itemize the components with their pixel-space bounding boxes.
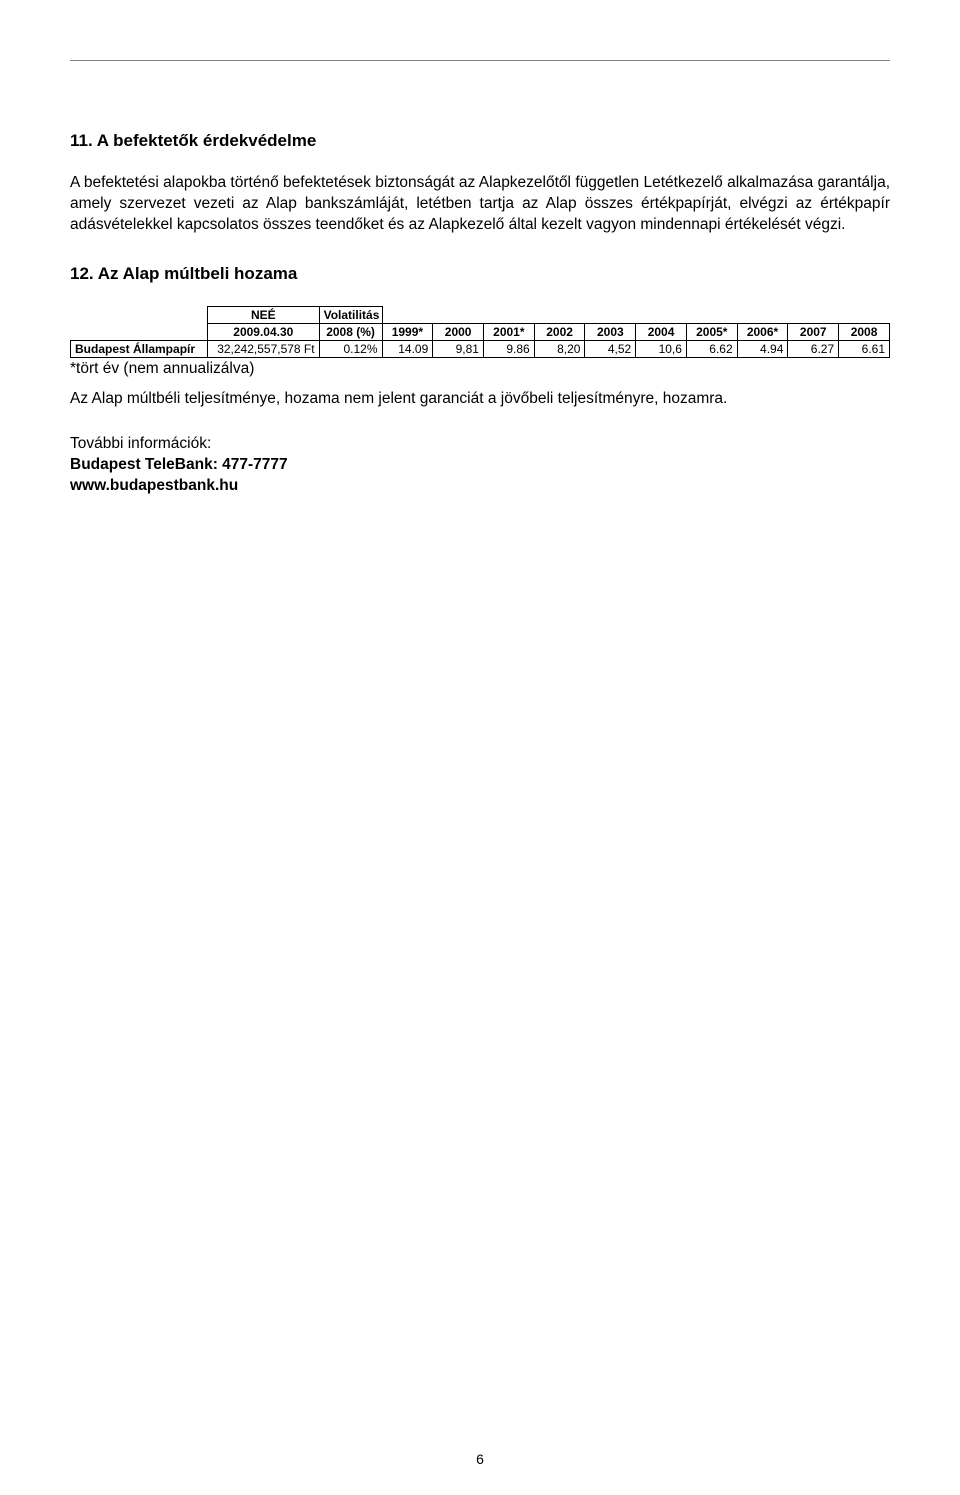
- cell-2008: 6.61: [839, 340, 890, 357]
- telebank-line: Budapest TeleBank: 477-7777: [70, 455, 890, 476]
- cell-2000: 9,81: [433, 340, 484, 357]
- cell-fund-name: Budapest Állampapír: [71, 340, 208, 357]
- returns-table: NEÉ Volatilitás 2009.04.30 2008 (%) 1999…: [70, 306, 890, 358]
- section-12-heading: 12. Az Alap múltbeli hozama: [70, 264, 890, 284]
- table-data-row: Budapest Állampapír 32,242,557,578 Ft 0.…: [71, 340, 890, 357]
- header-nee: NEÉ: [207, 306, 319, 323]
- cell-2006: 4.94: [737, 340, 788, 357]
- top-rule: [70, 60, 890, 61]
- header-2007: 2007: [788, 323, 839, 340]
- empty-cell: [382, 306, 889, 323]
- section-11-paragraph: A befektetési alapokba történő befekteté…: [70, 173, 890, 236]
- cell-2004: 10,6: [636, 340, 687, 357]
- cell-2007: 6.27: [788, 340, 839, 357]
- header-2003: 2003: [585, 323, 636, 340]
- header-vol-pct: 2008 (%): [319, 323, 382, 340]
- more-info-block: További információk: Budapest TeleBank: …: [70, 434, 890, 497]
- cell-vol: 0.12%: [319, 340, 382, 357]
- empty-cell: [71, 306, 208, 323]
- table-header-row-2: 2009.04.30 2008 (%) 1999* 2000 2001* 200…: [71, 323, 890, 340]
- table-header-row-1: NEÉ Volatilitás: [71, 306, 890, 323]
- header-2005: 2005*: [686, 323, 737, 340]
- header-2000: 2000: [433, 323, 484, 340]
- header-2008: 2008: [839, 323, 890, 340]
- cell-2003: 4,52: [585, 340, 636, 357]
- cell-1999: 14.09: [382, 340, 433, 357]
- website-line: www.budapestbank.hu: [70, 476, 890, 497]
- header-2002: 2002: [534, 323, 585, 340]
- more-info-label: További információk:: [70, 434, 890, 455]
- header-1999: 1999*: [382, 323, 433, 340]
- empty-cell: [71, 323, 208, 340]
- header-date: 2009.04.30: [207, 323, 319, 340]
- header-2001: 2001*: [483, 323, 534, 340]
- table-footnote: *tört év (nem annualizálva): [70, 360, 890, 378]
- header-2004: 2004: [636, 323, 687, 340]
- cell-2002: 8,20: [534, 340, 585, 357]
- cell-nee: 32,242,557,578 Ft: [207, 340, 319, 357]
- section-11-heading: 11. A befektetők érdekvédelme: [70, 131, 890, 151]
- performance-disclaimer: Az Alap múltbéli teljesítménye, hozama n…: [70, 390, 890, 408]
- header-volatility: Volatilitás: [319, 306, 382, 323]
- cell-2001: 9.86: [483, 340, 534, 357]
- cell-2005: 6.62: [686, 340, 737, 357]
- header-2006: 2006*: [737, 323, 788, 340]
- page-number: 6: [0, 1451, 960, 1467]
